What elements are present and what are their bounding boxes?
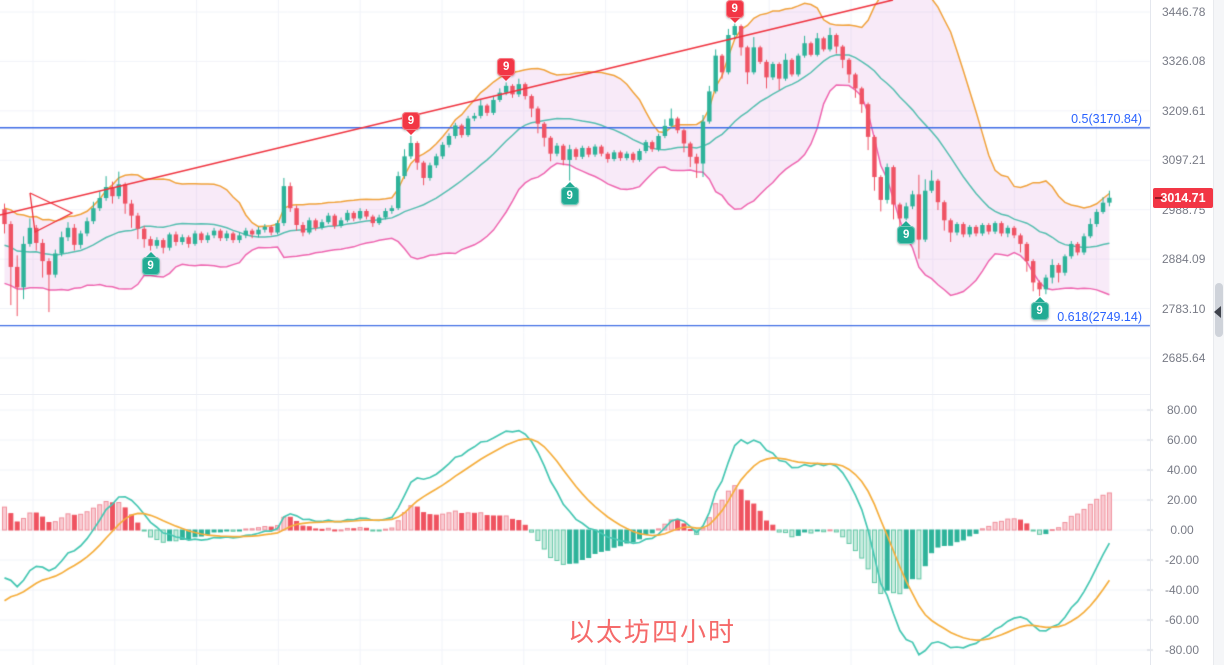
pane-separator [0, 394, 1150, 395]
chart-watermark-text: 以太坊四小时 [568, 617, 737, 647]
price-axis-label: 2884.09 [1162, 252, 1206, 267]
scrollbar-track[interactable] [1213, 0, 1224, 665]
indicator-axis-label: 20.00 [1166, 493, 1198, 507]
price-axis-label: 3209.61 [1162, 103, 1206, 118]
price-axis-label: 2783.10 [1162, 301, 1206, 316]
indicator-axis-label: 60.00 [1166, 433, 1198, 447]
indicator-axis-label: 80.00 [1166, 403, 1198, 417]
indicator-axis-label: -20.00 [1164, 553, 1200, 567]
td-sequential-9-badge-buy: 9 [1030, 297, 1049, 321]
indicator-axis-label: 0.00 [1170, 523, 1194, 537]
td-sequential-9-badge-buy: 9 [141, 251, 160, 275]
indicator-axis-label: 40.00 [1166, 463, 1198, 477]
indicator-axis-label: -60.00 [1164, 613, 1200, 627]
indicator-axis-label: -40.00 [1164, 583, 1200, 597]
price-axis-label: 3446.78 [1162, 5, 1206, 19]
last-price-value: 3014.71 [1160, 190, 1206, 205]
fib-level-0.618-label: 0.618(2749.14) [1057, 309, 1142, 324]
price-axis-separator [1150, 0, 1151, 665]
price-axis-label: 2685.64 [1162, 351, 1206, 365]
td-sequential-9-badge-buy: 9 [560, 181, 579, 205]
td-sequential-9-badge-sell: 9 [401, 111, 420, 135]
price-axis-label: 3097.21 [1162, 153, 1206, 168]
td-sequential-9-badge-buy: 9 [897, 221, 916, 245]
td-sequential-9-badge-sell: 9 [725, 0, 744, 23]
td-sequential-9-badge-sell: 9 [497, 58, 516, 82]
fib-level-0.5-label: 0.5(3170.84) [1071, 111, 1142, 126]
collapse-left-arrow-icon[interactable] [1214, 306, 1221, 318]
last-price-tag: 3014.71 [1153, 187, 1213, 208]
indicator-axis-label: -80.00 [1164, 643, 1200, 657]
price-line-dash [1155, 196, 1162, 199]
price-axis-label: 3326.08 [1162, 54, 1206, 69]
